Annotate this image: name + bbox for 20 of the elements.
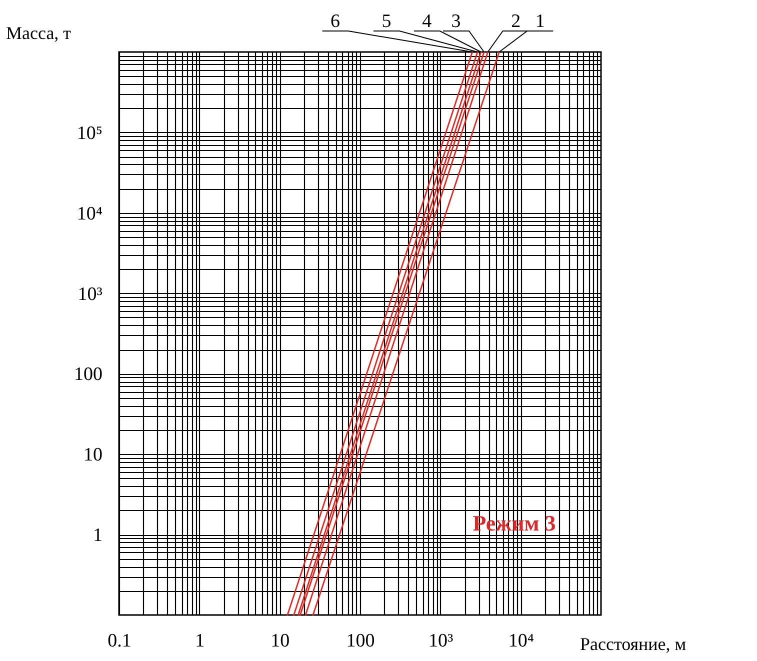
series-label: 3 xyxy=(451,11,461,32)
text: 1 xyxy=(535,11,545,32)
x-tick-label: 10³ xyxy=(428,630,454,652)
x-tick-label: 0.1 xyxy=(108,630,132,652)
x-tick-label: 10 xyxy=(270,630,290,652)
text: 4 xyxy=(422,11,432,32)
y-tick-label: 100 xyxy=(74,364,102,386)
y-tick-label: 1 xyxy=(93,525,102,546)
y-tick-label: 10³ xyxy=(78,284,103,305)
x-tick-label: 100 xyxy=(346,630,375,652)
y-tick-label: 10⁵ xyxy=(76,122,102,144)
x-tick-label: 1 xyxy=(195,630,205,652)
text: 5 xyxy=(382,11,392,32)
text: 6 xyxy=(330,11,340,32)
x-axis-title: Расстояние, м xyxy=(580,634,686,654)
y-tick-label: 10 xyxy=(84,444,102,466)
x-tick-label: 10⁴ xyxy=(508,630,534,652)
y-axis-title: Масса, т xyxy=(6,23,72,43)
series-label: 2 xyxy=(511,11,521,32)
y-tick-label: 10⁴ xyxy=(76,203,103,224)
